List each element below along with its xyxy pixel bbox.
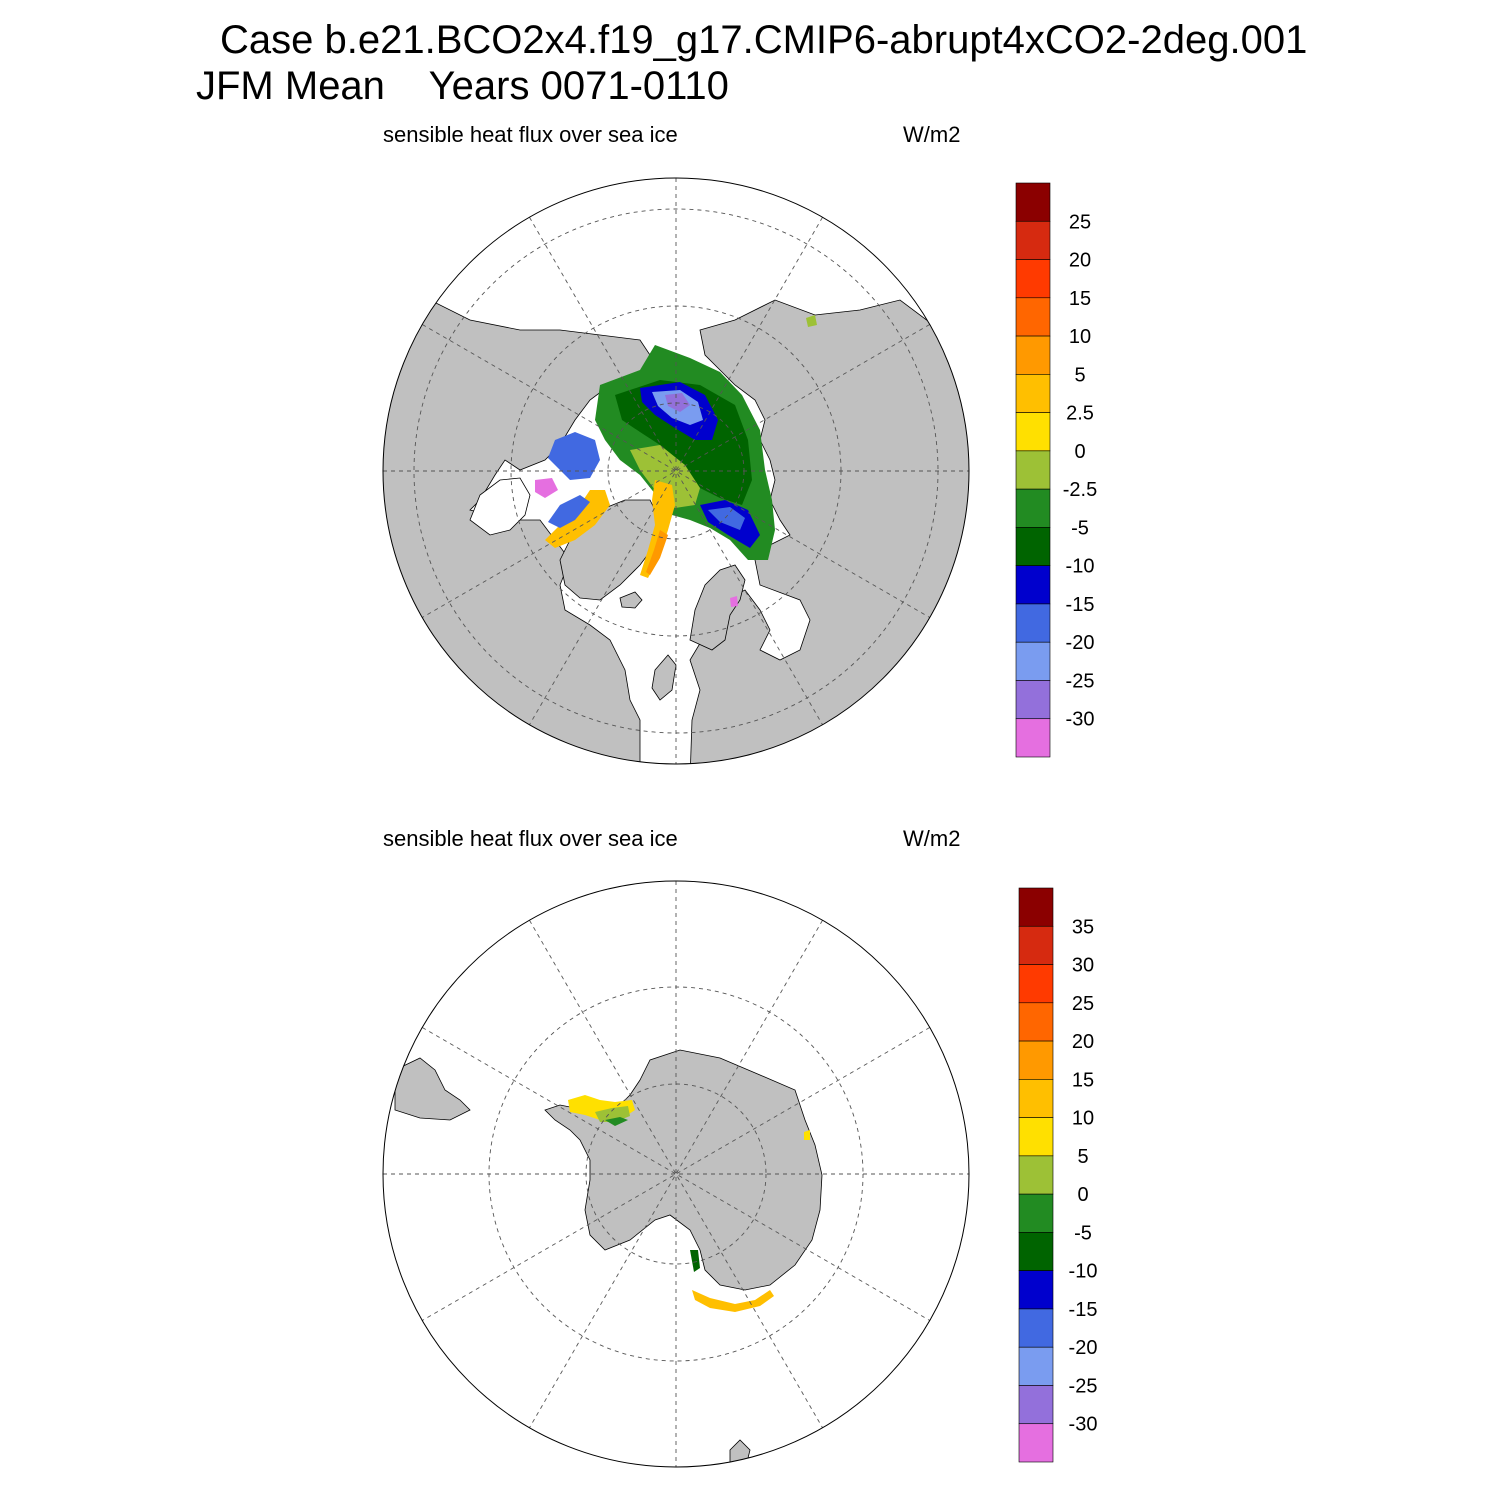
years-label: Years 0071-0110: [428, 64, 729, 108]
colorbar-tick-label: -30: [1069, 1414, 1098, 1436]
colorbar-tick-label: -25: [1069, 1375, 1098, 1397]
archipelago-blue: [548, 432, 600, 480]
colorbar-swatch: [1018, 1423, 1054, 1463]
colorbar-swatch: [1018, 1040, 1054, 1080]
colorbar-tick-label: 15: [1069, 288, 1091, 310]
archipelago-pink: [535, 478, 558, 498]
colorbar-swatch: [1018, 1308, 1054, 1348]
colorbar-swatch: [1015, 527, 1051, 566]
colorbar-swatch: [1018, 1117, 1054, 1157]
colorbar-swatch: [1015, 297, 1051, 337]
colorbar-swatch: [1018, 1002, 1054, 1042]
south-panel-units: W/m2: [903, 826, 961, 851]
colorbar-tick-label: -15: [1069, 1299, 1098, 1321]
barents-light-blue: [708, 507, 745, 530]
south-panel-variable: sensible heat flux over sea ice: [383, 826, 678, 851]
colorbar-tick-label: 0: [1077, 1184, 1088, 1206]
north-colorbar: 25 20 15 10 5 2.5 0 -2.5 -5 -10 -15 -20 -25 -30: [1015, 182, 1097, 758]
colorbar-tick-label: -10: [1066, 556, 1095, 578]
north-polar-map: [382, 177, 970, 765]
colorbar-swatch: [1015, 450, 1051, 490]
antarctic-sea-ice-field: [568, 1095, 810, 1312]
colorbar-tick-label: 30: [1072, 955, 1094, 977]
colorbar-swatch: [1018, 887, 1054, 927]
baffin-bay-yellow: [545, 490, 610, 548]
colorbar-swatch: [1015, 182, 1051, 222]
colorbar-tick-label: 0: [1074, 441, 1085, 463]
north-graticule: [383, 178, 969, 764]
colorbar-tick-label: 20: [1069, 250, 1091, 272]
baltic-pink: [730, 596, 738, 607]
colorbar-tick-label: 25: [1069, 211, 1091, 233]
colorbar-swatch: [1018, 1270, 1054, 1310]
south-america-tip: [394, 1057, 471, 1121]
colorbar-tick-label: -30: [1066, 709, 1095, 731]
colorbar-tick-label: -25: [1066, 670, 1095, 692]
colorbar-tick-label: 15: [1072, 1069, 1094, 1091]
ross-yellow: [692, 1290, 774, 1312]
colorbar-tick-label: 2.5: [1066, 403, 1094, 425]
colorbar-tick-label: -20: [1066, 632, 1095, 654]
colorbar-tick-label: -20: [1069, 1337, 1098, 1359]
fram-strait-yellow-tongue: [640, 480, 675, 578]
colorbar-tick-label: -5: [1071, 517, 1089, 539]
colorbar-tick-label: 10: [1069, 326, 1091, 348]
colorbar-tick-label: -15: [1066, 594, 1095, 616]
colorbar-tick-label: -2.5: [1063, 479, 1097, 501]
baffin-bay-blue: [548, 495, 590, 528]
arctic-ice-purple-spot: [665, 393, 690, 412]
colorbar-swatch: [1018, 964, 1054, 1004]
colorbar-tick-label: 5: [1074, 364, 1085, 386]
east-antarctic-spot: [804, 1130, 810, 1140]
colorbar-swatch: [1015, 565, 1051, 605]
colorbar-tick-label: 5: [1077, 1146, 1088, 1168]
fram-strait-orange-tongue: [646, 530, 668, 575]
colorbar-swatch: [1015, 335, 1051, 375]
weddell-dark-green: [605, 1117, 628, 1126]
colorbar-swatch: [1015, 641, 1051, 681]
colorbar-swatch: [1015, 718, 1051, 758]
hudson-bay: [469, 477, 531, 536]
colorbar-swatch: [1018, 1385, 1054, 1425]
season-label: JFM Mean: [196, 64, 385, 108]
colorbar-tick-label: 20: [1072, 1031, 1094, 1053]
british-isles: [651, 654, 677, 701]
arctic-ice-dark-green: [615, 380, 752, 505]
season-years-title: JFM Mean Years 0071-0110: [196, 64, 729, 109]
colorbar-swatch: [1015, 374, 1051, 413]
colorbar-swatch: [1015, 603, 1051, 643]
south-map-border: [382, 880, 970, 1468]
colorbar-swatch: [1015, 220, 1051, 260]
colorbar-tick-label: 35: [1072, 916, 1094, 938]
colorbar-swatch: [1015, 680, 1051, 720]
north-map-border: [382, 177, 970, 765]
colorbar-tick-label: 10: [1072, 1108, 1094, 1130]
arctic-ice-light-green: [630, 445, 700, 508]
iceland: [619, 591, 643, 609]
colorbar-swatch: [1018, 1193, 1054, 1233]
north-panel-variable: sensible heat flux over sea ice: [383, 122, 678, 147]
colorbar-tick-label: -5: [1074, 1222, 1092, 1244]
south-graticule: [383, 881, 969, 1467]
colorbar-swatch: [1018, 1346, 1054, 1386]
north-panel-units: W/m2: [903, 122, 961, 147]
ross-dark-green: [690, 1250, 700, 1272]
colorbar-tick-label: 25: [1072, 993, 1094, 1015]
arctic-sea-ice-field: [535, 315, 817, 607]
colorbar-swatch: [1018, 1079, 1054, 1118]
colorbar-swatch: [1018, 1155, 1054, 1195]
colorbar-swatch: [1018, 1232, 1054, 1271]
south-polar-map: [382, 880, 970, 1468]
okhotsk-spot: [806, 315, 817, 327]
case-title: Case b.e21.BCO2x4.f19_g17.CMIP6-abrupt4x…: [220, 18, 1308, 62]
scandinavia: [689, 564, 746, 651]
colorbar-swatch: [1015, 412, 1051, 452]
colorbar-swatch: [1015, 488, 1051, 528]
colorbar-swatch: [1018, 925, 1054, 965]
colorbar-tick-label: -10: [1069, 1261, 1098, 1283]
colorbar-swatch: [1015, 259, 1051, 299]
south-colorbar: 35 30 25 20 15 10 5 0 -5 -10 -15 -20 -25 -30: [1018, 887, 1098, 1463]
